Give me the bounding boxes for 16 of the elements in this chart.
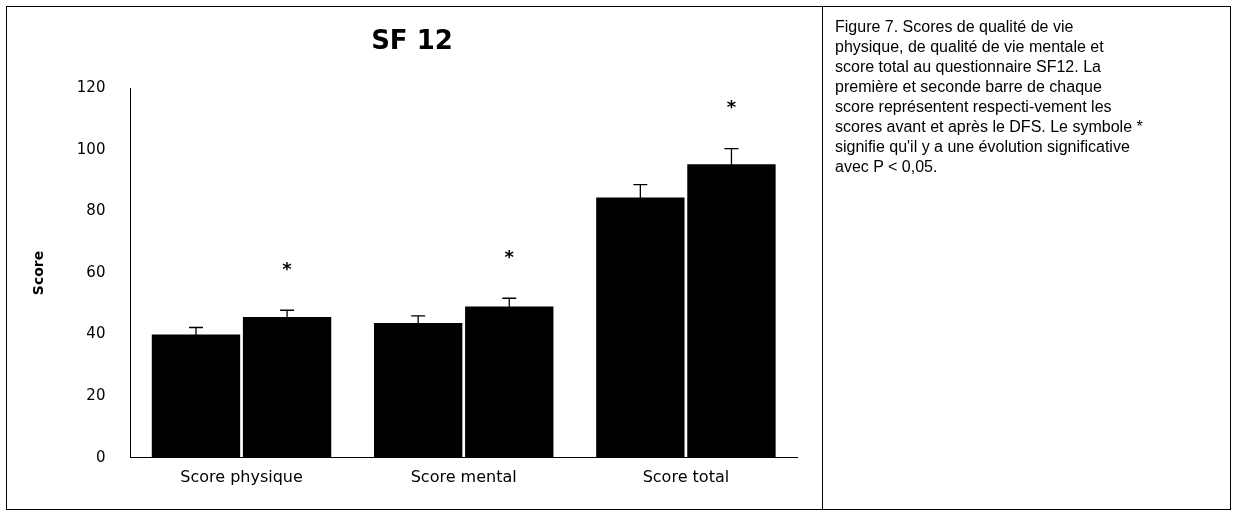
y-axis-title: Score [30,250,47,296]
y-tick-label: 120 [76,78,106,97]
x-tick-label: Score mental [410,466,517,486]
data-label: * [726,96,737,118]
caption: Figure 7. Scores de qualité de vie physique, de qualité de vie mentale et score total au questionnaire SF12. La première et seconde barre de chaque score représentent respecti-vement les scores avant et après le DFS. Le symbole * signifie qu'il y a une évolution significative avec P < 0,05. [835,17,1144,177]
y-tick-label: 20 [86,386,106,405]
y-tick-label: 0 [95,447,106,466]
data-label: * [282,257,293,279]
x-tick-label: Score total [642,466,730,486]
y-tick-label: 100 [76,139,106,158]
data-label: * [504,245,515,267]
chart-title: SF 12 [371,25,453,56]
y-tick-label: 80 [86,201,106,220]
y-tick-label: 40 [86,324,106,343]
x-tick-label: Score physique [180,466,303,486]
y-tick-label: 60 [86,262,106,281]
